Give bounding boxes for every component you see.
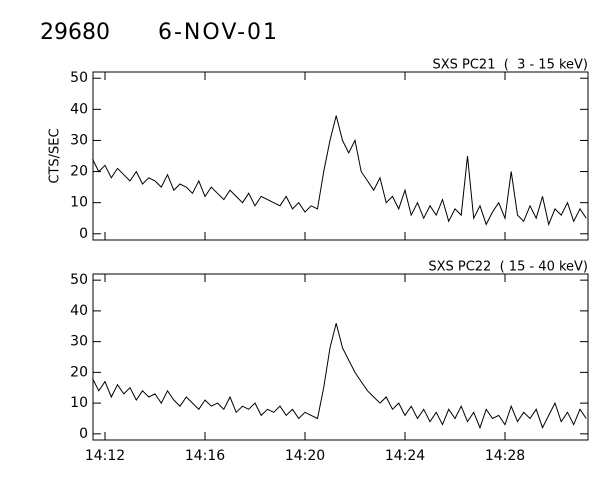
- data-line: [92, 323, 587, 430]
- chart-date: 6-NOV-01: [158, 20, 279, 45]
- y-tick-label: 20: [70, 364, 88, 380]
- y-tick-label: 40: [70, 101, 88, 117]
- plot-frame: [92, 273, 589, 441]
- y-tick-label: 40: [70, 303, 88, 319]
- y-tick-label: 0: [79, 226, 88, 242]
- data-line: [92, 115, 587, 227]
- x-tick-label: 14:16: [185, 448, 225, 464]
- y-tick-label: 50: [70, 272, 88, 288]
- y-tick-label: 10: [70, 195, 88, 211]
- y-tick-label: 10: [70, 395, 88, 411]
- plot-frame: [92, 71, 589, 241]
- y-tick-label: 20: [70, 164, 88, 180]
- x-tick-label: 14:20: [285, 448, 325, 464]
- chart-title: 29680: [40, 20, 110, 45]
- x-tick-label: 14:28: [485, 448, 525, 464]
- y-axis-label: CTS/SEC: [48, 128, 63, 183]
- y-tick-label: 30: [70, 334, 88, 350]
- x-tick-label: 14:12: [85, 448, 125, 464]
- x-tick-label: 14:24: [385, 448, 425, 464]
- panel-title: SXS PC21 ( 3 - 15 keV): [432, 58, 588, 73]
- y-tick-label: 30: [70, 132, 88, 148]
- y-tick-label: 50: [70, 70, 88, 86]
- panel-title: SXS PC22 ( 15 - 40 keV): [428, 260, 588, 275]
- y-tick-label: 0: [79, 426, 88, 442]
